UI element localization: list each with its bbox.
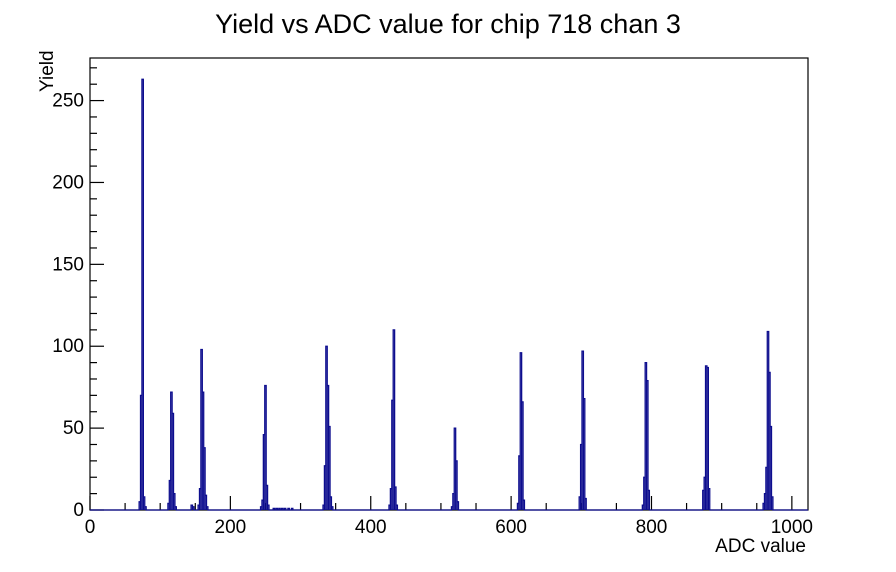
- y-tick-label: 50: [63, 418, 84, 439]
- histogram-layer: [90, 78, 808, 511]
- x-tick-label: 200: [215, 517, 247, 538]
- x-tick-label: 400: [355, 517, 387, 538]
- x-tick-label: 600: [495, 517, 527, 538]
- x-axis-title: ADC value: [715, 536, 806, 557]
- y-tick-label: 0: [73, 500, 84, 521]
- y-axis-title: Yield: [37, 50, 58, 92]
- chart-title: Yield vs ADC value for chip 718 chan 3: [215, 9, 681, 39]
- x-tick-label: 0: [85, 517, 96, 538]
- plot-frame: [89, 57, 809, 511]
- y-tick-label: 150: [52, 254, 84, 275]
- axes-layer: 0 200 400 600 800 1000 0 50 100 150 200 250: [52, 57, 813, 538]
- x-tick-label: 1000: [771, 517, 813, 538]
- histogram-path: [90, 78, 808, 511]
- y-tick-label: 100: [52, 336, 84, 357]
- y-tick-label: 200: [52, 172, 84, 193]
- x-tick-label: 800: [636, 517, 668, 538]
- y-tick-label: 250: [52, 91, 84, 112]
